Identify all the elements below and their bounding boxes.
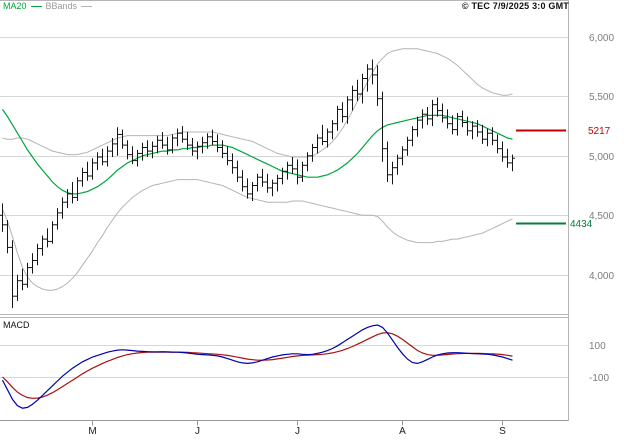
month-label: J [195,426,200,437]
ohlc-bars [0,59,515,309]
level-label-support: 4434 [570,219,593,230]
bollinger-bands [2,48,513,291]
axis-labels: 6,000 5,500 5,000 4,500 4,000 100 -100 M J J A S [88,33,614,437]
month-label: J [295,426,300,437]
macd-panel: MACD [1,320,513,409]
gridlines [0,37,568,378]
copyright-text: © TEC 7/9/2025 3:0 GMT [461,1,569,11]
month-label: M [88,426,96,437]
bbands-line-swatch-icon [81,6,93,7]
macd-tick-label: -100 [589,373,609,384]
ma20-line-swatch-icon [30,6,42,7]
macd-signal-line [2,332,513,399]
level-label-resistance: 5217 [588,126,611,137]
bb-lower-line [2,179,513,291]
price-tick-label: 6,000 [589,33,614,44]
macd-panel-label: MACD [3,320,30,330]
chart-frame [0,0,569,421]
price-tick-label: 4,000 [589,271,614,282]
price-level-lines: 5217 4434 [516,126,611,230]
legend-ma20-label: MA20 [3,1,27,11]
month-label: S [499,426,506,437]
price-tick-label: 5,500 [589,92,614,103]
legend-bbands-label: BBands [45,1,78,11]
price-tick-label: 4,500 [589,211,614,222]
macd-tick-label: 100 [589,341,606,352]
macd-main-line [1,324,513,409]
month-label: A [399,426,406,437]
bb-upper-line [2,48,513,158]
price-tick-label: 5,000 [589,152,614,163]
legend: MA20 BBands [3,1,93,12]
